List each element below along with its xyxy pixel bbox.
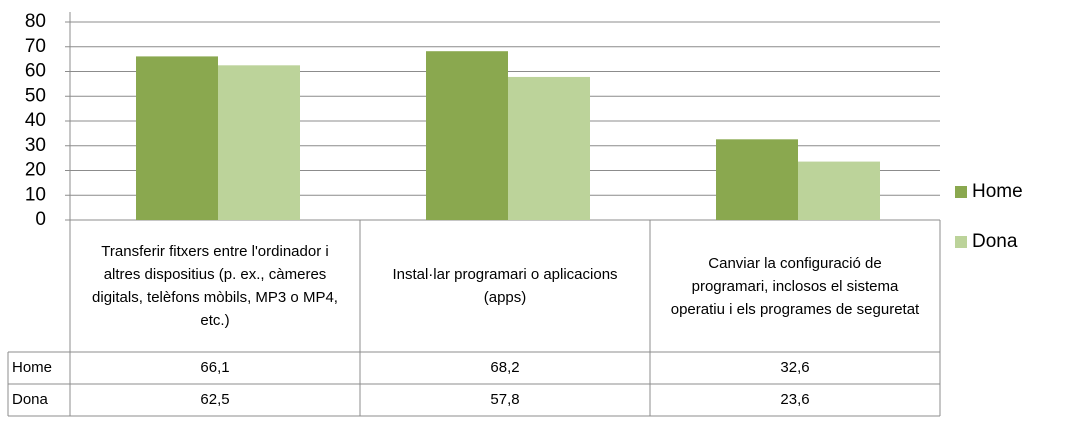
y-tick-label: 50 [25, 85, 46, 106]
y-tick-label: 60 [25, 61, 46, 82]
legend-label: Dona [972, 231, 1018, 252]
y-tick-label: 70 [25, 36, 46, 57]
x-tick-label: Canviar la configuració de programari, i… [670, 254, 920, 318]
bar [218, 65, 300, 220]
table-cell: 57,8 [490, 391, 519, 408]
table-cell: 23,6 [780, 391, 809, 408]
table-cell: 66,1 [200, 359, 229, 376]
x-tick-label: Instal·lar programari o aplicacions (app… [392, 266, 618, 306]
y-tick-label: 30 [25, 135, 46, 156]
legend-swatch [955, 186, 967, 198]
legend-swatch [955, 236, 967, 248]
table-cell: 32,6 [780, 359, 809, 376]
y-tick-label: 20 [25, 160, 46, 181]
table-row-label: Home [12, 359, 52, 376]
bar [136, 56, 218, 221]
bar [716, 139, 798, 220]
legend-label: Home [972, 181, 1023, 202]
table-row-label: Dona [12, 391, 49, 408]
y-tick-label: 0 [35, 209, 46, 230]
y-tick-label: 80 [25, 11, 46, 32]
table-cell: 62,5 [200, 391, 229, 408]
y-tick-label: 40 [25, 110, 46, 131]
y-tick-label: 10 [25, 184, 46, 205]
bar [426, 51, 508, 220]
bar [508, 76, 590, 220]
x-tick-label: Transferir fitxers entre l'ordinador i a… [92, 243, 338, 329]
bar [798, 161, 880, 220]
table-cell: 68,2 [490, 359, 519, 376]
